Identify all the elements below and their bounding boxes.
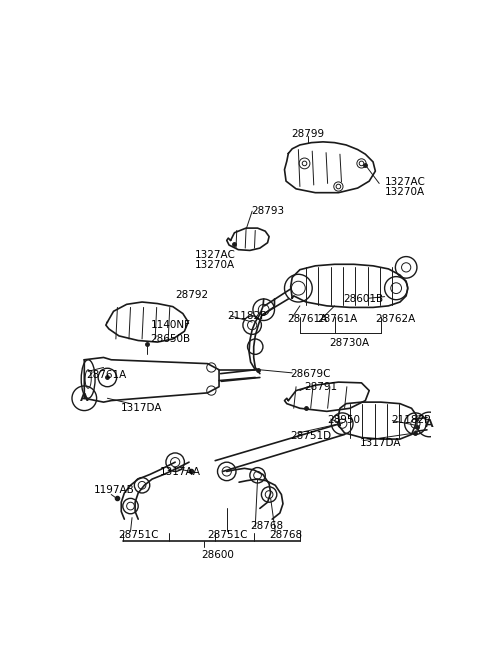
Text: 13270A: 13270A [384, 188, 425, 197]
Text: 28761A: 28761A [86, 370, 126, 380]
Text: 21182P: 21182P [228, 311, 267, 321]
Text: 1140NF: 1140NF [151, 319, 191, 330]
Text: 28751D: 28751D [291, 430, 332, 441]
Text: 28650B: 28650B [151, 335, 191, 344]
Text: 1197AB: 1197AB [94, 485, 134, 495]
Text: 28730A: 28730A [329, 338, 369, 348]
Text: 28799: 28799 [291, 129, 324, 139]
Text: A: A [80, 393, 89, 403]
Text: 13270A: 13270A [194, 260, 235, 270]
Text: 28950: 28950 [328, 415, 360, 425]
Text: 1327AC: 1327AC [194, 250, 235, 260]
Text: 28761A: 28761A [317, 314, 357, 323]
Text: 28768: 28768 [251, 521, 284, 531]
Text: 1317DA: 1317DA [360, 438, 401, 448]
Text: 28761A: 28761A [287, 314, 327, 323]
Text: 28679C: 28679C [291, 369, 331, 379]
Text: 28793: 28793 [252, 206, 285, 216]
Text: 1317DA: 1317DA [121, 403, 163, 413]
Text: A: A [425, 419, 433, 430]
Text: 28751C: 28751C [118, 530, 159, 540]
Text: 28768: 28768 [269, 530, 302, 540]
Text: 28751C: 28751C [207, 530, 248, 540]
Text: 1317AA: 1317AA [160, 467, 201, 477]
Text: 28762A: 28762A [375, 314, 416, 323]
Text: 28600: 28600 [201, 550, 234, 560]
Text: 1327AC: 1327AC [384, 177, 425, 187]
Text: 21182P: 21182P [391, 415, 430, 425]
Text: 28601B: 28601B [343, 295, 383, 304]
Text: 28791: 28791 [304, 382, 337, 392]
Text: 28792: 28792 [175, 290, 208, 300]
